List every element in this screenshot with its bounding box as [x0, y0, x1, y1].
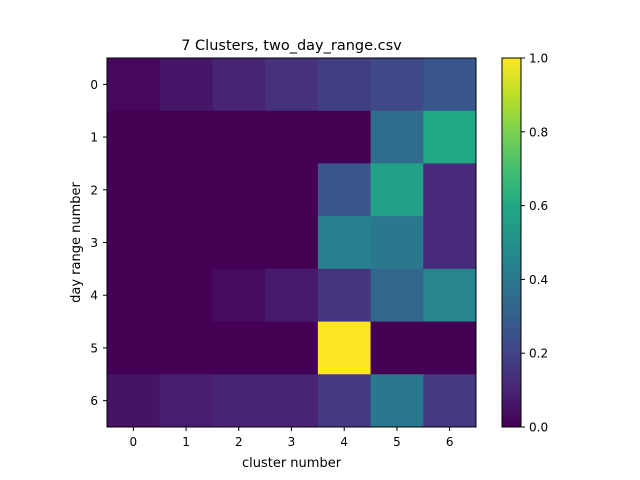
heatmap-cell [423, 268, 477, 323]
x-axis-label: cluster number [242, 456, 342, 471]
heatmap-cell [423, 321, 477, 375]
x-tick-label: 4 [340, 435, 348, 449]
heatmap-cell [212, 374, 266, 428]
y-tick-label: 6 [90, 394, 98, 408]
heatmap-cell [265, 163, 319, 217]
colorbar-tick-label: 0.0 [529, 421, 548, 435]
heatmap-cell [212, 58, 266, 112]
heatmap-cell [265, 58, 319, 112]
heatmap-cells [107, 58, 477, 428]
heatmap-cell [370, 110, 424, 164]
y-tick-label: 5 [90, 341, 98, 355]
heatmap-cell [317, 216, 372, 270]
heatmap-cell [370, 268, 424, 323]
heatmap-cell [423, 374, 477, 428]
heatmap-cell [265, 374, 319, 428]
heatmap-cell [212, 321, 266, 375]
x-tick-label: 6 [446, 435, 454, 449]
y-tick-label: 4 [90, 289, 98, 303]
heatmap-cell [423, 216, 477, 270]
heatmap-cell [370, 216, 424, 270]
heatmap-cell [265, 110, 319, 164]
heatmap-cell [159, 58, 213, 112]
heatmap-cell [107, 110, 161, 164]
heatmap-cell [317, 374, 372, 428]
x-tick-label: 1 [182, 435, 190, 449]
heatmap-cell [423, 110, 477, 164]
x-tick-label: 5 [393, 435, 401, 449]
heatmap-cell [317, 321, 372, 375]
heatmap-cell [265, 321, 319, 375]
heatmap-cell [107, 374, 161, 428]
heatmap-cell [107, 163, 161, 217]
heatmap-cell [265, 216, 319, 270]
heatmap-cell [317, 110, 372, 164]
y-tick-label: 0 [90, 78, 98, 92]
x-axis-ticks: 0 1 2 3 4 5 6 [130, 427, 454, 449]
heatmap-cell [317, 58, 372, 112]
heatmap-cell [159, 321, 213, 375]
heatmap-cell [107, 58, 161, 112]
heatmap-cell [370, 321, 424, 375]
colorbar-tick-label: 0.4 [529, 273, 548, 287]
y-tick-label: 3 [90, 236, 98, 250]
y-tick-label: 2 [90, 183, 98, 197]
colorbar-tick-label: 0.8 [529, 125, 548, 139]
colorbar-ticks: 0.0 0.2 0.4 0.6 0.8 1.0 [521, 52, 548, 435]
heatmap-cell [159, 374, 213, 428]
x-tick-label: 3 [288, 435, 296, 449]
heatmap-cell [107, 321, 161, 375]
heatmap-cell [212, 110, 266, 164]
heatmap-cell [159, 268, 213, 323]
heatmap-cell [370, 163, 424, 217]
heatmap-cell [107, 216, 161, 270]
colorbar-tick-label: 1.0 [529, 52, 548, 66]
heatmap-cell [212, 268, 266, 323]
heatmap-cell [423, 163, 477, 217]
colorbar-tick-label: 0.2 [529, 347, 548, 361]
heatmap-cell [317, 163, 372, 217]
heatmap-cell [423, 58, 477, 112]
y-tick-label: 1 [90, 131, 98, 145]
heatmap-cell [212, 216, 266, 270]
heatmap-cell [212, 163, 266, 217]
colorbar [501, 57, 522, 428]
heatmap-cell [159, 110, 213, 164]
heatmap-cell [159, 216, 213, 270]
x-tick-label: 0 [130, 435, 138, 449]
x-tick-label: 2 [235, 435, 243, 449]
chart-title: 7 Clusters, two_day_range.csv [181, 38, 402, 54]
y-axis-ticks: 0 1 2 3 4 5 6 [90, 78, 107, 408]
heatmap-cell [370, 374, 424, 428]
heatmap-cell [317, 268, 372, 323]
colorbar-tick-label: 0.6 [529, 199, 548, 213]
heatmap-cell [265, 268, 319, 323]
heatmap-cell [159, 163, 213, 217]
heatmap-cell [107, 268, 161, 323]
heatmap-cell [370, 58, 424, 112]
y-axis-label: day range number [69, 181, 84, 302]
